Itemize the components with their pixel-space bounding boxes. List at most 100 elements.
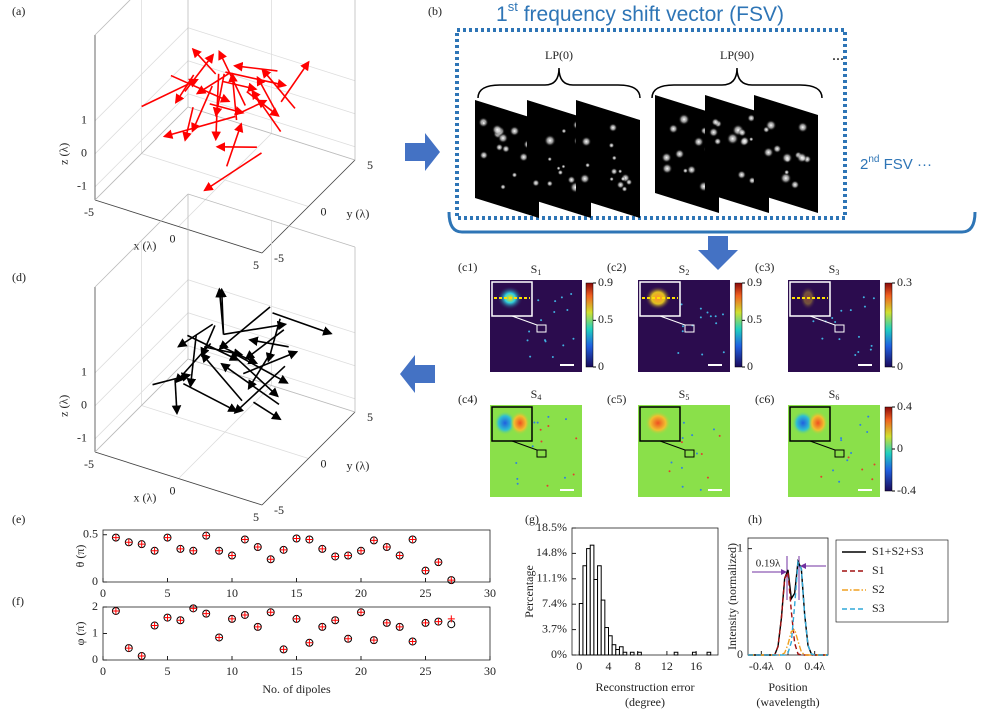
fsv-bracket <box>447 211 977 234</box>
data-point <box>138 652 146 660</box>
more-marker: ··· <box>832 52 844 66</box>
map-dot <box>670 461 673 464</box>
y-tick-label: 0 <box>321 204 327 218</box>
data-point <box>344 552 352 560</box>
panel-label: (d) <box>12 270 26 284</box>
y-tick-label: 0% <box>551 647 567 661</box>
map-title: S4 <box>531 387 542 402</box>
map-dot <box>695 452 698 455</box>
map-dot <box>840 437 843 440</box>
map-dot <box>712 428 715 431</box>
data-line <box>748 559 828 656</box>
speckle <box>765 119 777 131</box>
data-point <box>202 532 210 540</box>
x-tick-label: 0 <box>100 664 106 678</box>
map-dot <box>536 421 539 424</box>
y-tick-label: 11.1% <box>536 571 567 585</box>
speckle <box>748 176 756 185</box>
map-dot <box>516 482 519 485</box>
panel-label: (c2) <box>607 260 626 274</box>
inset-leader <box>511 440 538 451</box>
data-point <box>189 547 197 555</box>
speckle <box>491 124 503 135</box>
data-point <box>241 611 249 619</box>
speckle <box>609 176 614 182</box>
colorbar-tick-label: 0 <box>897 359 903 373</box>
colorbar-tick-label: 0.3 <box>897 275 912 289</box>
data-point <box>357 608 365 616</box>
data-point <box>396 623 404 631</box>
dipole-arrow <box>225 122 244 167</box>
y-tick-label: -5 <box>274 503 284 517</box>
inset-blob <box>792 411 814 435</box>
data-point <box>176 545 184 553</box>
grid-line <box>94 345 189 440</box>
data-point <box>370 636 378 644</box>
map-dot <box>540 440 543 443</box>
histogram-bar <box>691 651 697 656</box>
z-tick-label: 0 <box>81 146 87 160</box>
data-point <box>447 615 455 623</box>
map-dot <box>714 315 717 318</box>
x-tick-label: 5 <box>165 664 171 678</box>
speckle <box>678 113 690 126</box>
colorbar <box>734 282 743 368</box>
grid-line <box>94 27 189 122</box>
dipole-arrow <box>233 61 278 72</box>
y-tick-label: 0 <box>92 574 98 588</box>
map-dot <box>533 421 536 424</box>
speckle <box>708 127 719 138</box>
box-edge <box>187 358 356 413</box>
box-edge <box>94 106 189 201</box>
inset-leader <box>659 315 686 326</box>
grid-line <box>187 345 356 400</box>
data-point <box>112 534 120 542</box>
map-title: S5 <box>679 387 690 402</box>
x-tick-label: 10 <box>226 664 238 678</box>
speckle <box>661 163 673 174</box>
histogram-bar <box>611 644 617 656</box>
axis-line <box>261 159 356 254</box>
x-axis-label: x (λ) <box>134 490 157 504</box>
x-axis-label: No. of dipoles <box>262 682 331 696</box>
inset-blob <box>808 411 828 435</box>
speckle <box>740 136 750 146</box>
map-dot <box>546 484 549 487</box>
map-dot <box>691 434 694 437</box>
panel-label: (e) <box>12 512 25 526</box>
speckle-image <box>475 100 539 218</box>
data-point <box>331 616 339 624</box>
map-dot <box>854 354 857 357</box>
data-point <box>305 535 313 543</box>
dipole-arrow <box>152 372 192 386</box>
dipole-arrow <box>200 352 243 402</box>
speckle <box>796 152 808 163</box>
speckle <box>617 169 623 174</box>
speckle <box>481 121 486 126</box>
data-point <box>331 552 339 560</box>
data-point <box>202 610 210 618</box>
dipole-arrow <box>203 152 262 192</box>
speckle <box>519 152 529 162</box>
grid-line <box>187 60 356 115</box>
dipole-arrow <box>141 78 199 108</box>
map-dot <box>572 337 575 340</box>
map-title: S1 <box>531 262 542 277</box>
map-dot <box>547 415 550 418</box>
dipole-arrow <box>248 336 289 348</box>
x-tick-label: 5 <box>253 510 259 524</box>
speckle <box>687 165 697 175</box>
dipole-arrow <box>253 401 282 421</box>
map-dot <box>699 316 702 319</box>
dipole-arrow <box>233 365 286 414</box>
map-dot <box>564 418 567 421</box>
inset-blob <box>494 411 516 435</box>
map-dot <box>699 307 702 310</box>
axis-line <box>261 411 356 506</box>
x-tick-label: 5 <box>253 258 259 272</box>
z-tick-label: 0 <box>81 398 87 412</box>
map-title-main: S <box>531 262 538 276</box>
speckle <box>502 144 510 153</box>
y-axis-label: y (λ) <box>347 206 370 220</box>
inset-blob <box>645 411 671 435</box>
